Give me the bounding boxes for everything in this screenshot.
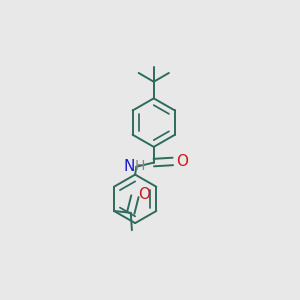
- Text: N: N: [123, 159, 134, 174]
- Text: O: O: [138, 187, 150, 202]
- Text: O: O: [176, 154, 188, 169]
- Text: H: H: [134, 159, 145, 173]
